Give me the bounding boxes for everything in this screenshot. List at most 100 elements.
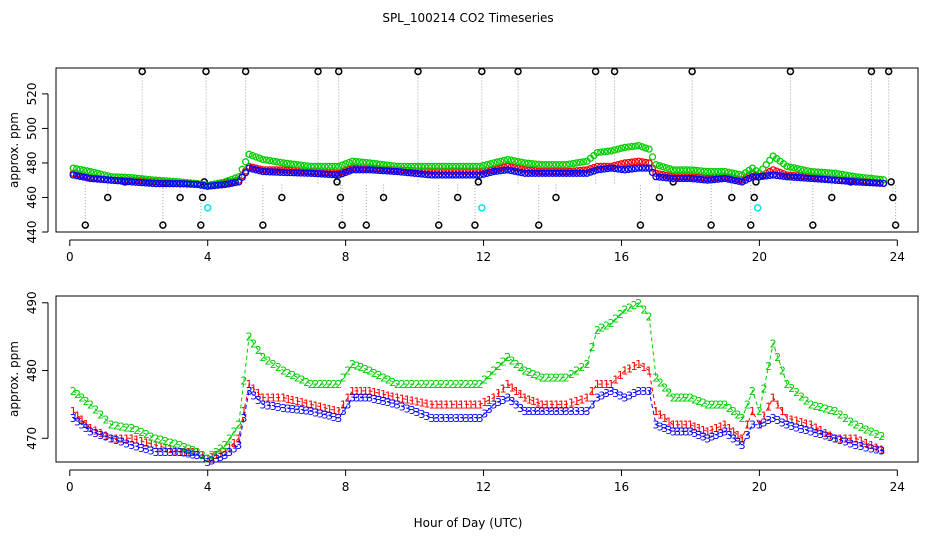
point-blue <box>421 170 429 178</box>
marker-3: 3 <box>185 448 192 461</box>
marker-3: 3 <box>822 430 829 443</box>
point-red <box>628 158 636 166</box>
marker-1: 1 <box>621 365 628 378</box>
point-blue <box>714 175 722 183</box>
marker-1: 1 <box>349 385 356 398</box>
marker-1: 1 <box>275 392 282 405</box>
point-blue <box>559 169 567 177</box>
marker-1: 1 <box>598 378 605 391</box>
marker-3: 3 <box>308 405 315 418</box>
point-blue <box>786 173 795 181</box>
point-green <box>348 157 357 165</box>
point-green <box>831 169 839 177</box>
point-blue <box>614 165 622 173</box>
point-blue <box>562 169 570 177</box>
marker-3: 3 <box>765 414 772 427</box>
marker-2: 2 <box>788 382 795 395</box>
marker-2: 2 <box>326 378 333 391</box>
marker-2: 2 <box>74 388 81 401</box>
point-black <box>259 221 267 229</box>
marker-1: 1 <box>404 394 411 407</box>
marker-1: 1 <box>226 441 233 454</box>
marker-2: 2 <box>749 385 756 398</box>
marker-2: 2 <box>255 344 262 357</box>
point-blue <box>352 166 360 174</box>
point-blue <box>548 169 557 177</box>
point-blue <box>593 166 601 174</box>
y-tick-label: 500 <box>25 117 39 140</box>
point-red <box>645 159 653 167</box>
point-blue <box>110 176 119 185</box>
point-blue <box>604 164 612 173</box>
marker-2: 2 <box>783 378 790 391</box>
point-green <box>507 156 515 164</box>
marker-1: 1 <box>443 398 450 411</box>
point-blue <box>676 174 684 183</box>
point-blue <box>186 180 195 188</box>
marker-2: 2 <box>873 428 880 441</box>
marker-1: 1 <box>409 395 416 408</box>
marker-3: 3 <box>652 419 659 432</box>
marker-3: 3 <box>534 405 541 418</box>
x-tick-label: 8 <box>342 480 350 494</box>
point-blue <box>483 169 491 177</box>
marker-2: 2 <box>617 308 624 321</box>
point-blue <box>176 180 184 188</box>
x-tick-label: 20 <box>752 250 767 264</box>
point-green <box>572 159 581 167</box>
marker-1: 1 <box>617 369 624 382</box>
marker-2: 2 <box>683 392 690 405</box>
marker-3: 3 <box>289 403 296 416</box>
marker-3: 3 <box>70 412 77 425</box>
point-blue <box>462 171 470 179</box>
point-blue <box>366 166 374 174</box>
marker-3: 3 <box>513 398 520 411</box>
point-blue <box>276 168 284 176</box>
marker-1: 1 <box>635 358 642 371</box>
point-green <box>724 168 733 176</box>
marker-3: 3 <box>177 446 184 459</box>
marker-1: 1 <box>578 393 585 406</box>
point-green <box>283 159 291 168</box>
marker-1: 1 <box>87 422 94 435</box>
point-green <box>652 161 660 169</box>
point-blue <box>700 176 708 184</box>
marker-2: 2 <box>463 378 470 391</box>
marker-1: 1 <box>508 381 515 394</box>
point-blue <box>852 178 860 186</box>
point-blue <box>259 167 267 176</box>
point-black <box>414 67 422 76</box>
marker-3: 3 <box>349 392 356 405</box>
point-blue <box>869 179 877 187</box>
marker-3: 3 <box>217 451 224 464</box>
marker-1: 1 <box>553 398 560 411</box>
marker-3: 3 <box>749 419 756 432</box>
marker-3: 3 <box>102 431 109 444</box>
point-blue <box>390 167 398 176</box>
point-blue <box>155 180 164 188</box>
marker-1: 1 <box>162 442 169 455</box>
point-blue <box>200 182 208 190</box>
marker-1: 1 <box>612 374 619 387</box>
marker-3: 3 <box>739 439 746 452</box>
marker-2: 2 <box>691 393 698 406</box>
point-green <box>76 165 84 174</box>
point-green <box>624 143 633 151</box>
marker-2: 2 <box>113 420 120 433</box>
point-blue <box>414 170 422 178</box>
point-black <box>514 67 522 76</box>
marker-1: 1 <box>568 397 575 410</box>
point-blue <box>373 166 381 174</box>
point-blue <box>76 172 84 181</box>
marker-1: 1 <box>530 395 537 408</box>
point-blue <box>772 171 781 180</box>
marker-3: 3 <box>344 398 351 411</box>
marker-3: 3 <box>863 441 870 454</box>
point-green <box>366 159 374 167</box>
marker-3: 3 <box>433 412 440 425</box>
point-blue <box>610 164 619 173</box>
point-blue <box>862 178 870 187</box>
marker-2: 2 <box>190 444 197 457</box>
marker-3: 3 <box>113 434 120 447</box>
marker-2: 2 <box>143 428 150 441</box>
